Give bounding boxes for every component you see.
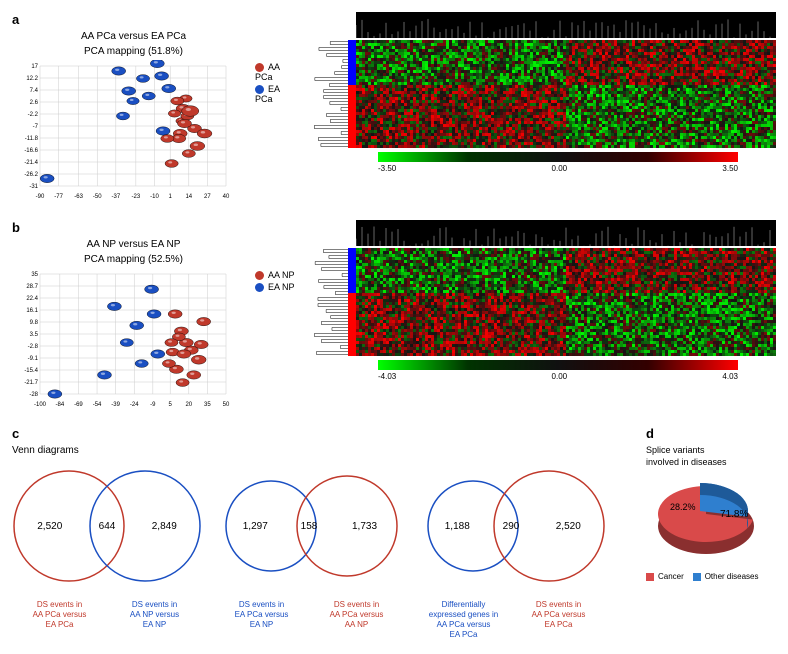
svg-text:-50: -50 — [93, 194, 102, 200]
panel-b-label: b — [12, 220, 255, 235]
panel-b-title2: PCA mapping (52.5%) — [12, 254, 255, 267]
panel-c: c Venn diagrams 2,5202,849644DS events i… — [12, 426, 646, 640]
svg-text:-7: -7 — [33, 124, 39, 130]
panel-a-pca: a AA PCa versus EA PCa PCA mapping (51.8… — [12, 12, 255, 200]
panel-b-pca: b AA NP versus EA NP PCA mapping (52.5%)… — [12, 220, 255, 408]
cbar-a-min: -3.50 — [378, 164, 396, 173]
panel-b-legend: AA NP EA NP — [255, 220, 298, 408]
svg-text:-77: -77 — [54, 194, 63, 200]
pie-legend-cancer: Cancer — [658, 572, 684, 581]
svg-text:-11.8: -11.8 — [25, 136, 39, 142]
panel-c-title: Venn diagrams — [12, 445, 646, 456]
svg-text:-31: -31 — [29, 184, 38, 190]
svg-text:-63: -63 — [74, 194, 83, 200]
venn-0: 2,5202,849644DS events inAA PCa versusEA… — [12, 466, 202, 630]
svg-text:1: 1 — [169, 194, 173, 200]
svg-text:2.6: 2.6 — [30, 100, 39, 106]
legend-ea-np: EA NP — [268, 282, 295, 292]
panel-d-title: Splice variantsinvolved in diseases — [646, 445, 776, 468]
svg-text:-2.2: -2.2 — [28, 112, 39, 118]
svg-text:27: 27 — [204, 194, 211, 200]
pie-legend-other: Other diseases — [705, 572, 759, 581]
panel-a-label: a — [12, 12, 255, 27]
svg-text:-26.2: -26.2 — [24, 172, 38, 178]
svg-text:-16.6: -16.6 — [24, 148, 38, 154]
panel-d-label: d — [646, 426, 776, 441]
svg-text:7.4: 7.4 — [30, 88, 39, 94]
panel-a-title1: AA PCa versus EA PCa — [12, 31, 255, 44]
pie-chart: 71.8%28.2% — [646, 474, 766, 564]
svg-text:-23: -23 — [132, 194, 141, 200]
svg-text:-10: -10 — [150, 194, 159, 200]
svg-text:40: 40 — [223, 194, 230, 200]
cbar-b-min: -4.03 — [378, 372, 396, 381]
venn-2: 1,1882,520290Differentiallyexpressed gen… — [416, 466, 606, 640]
panel-b-heatmap: -4.03 0.00 4.03 — [308, 220, 776, 408]
svg-text:-21.4: -21.4 — [24, 160, 38, 166]
panel-a-title2: PCA mapping (51.8%) — [12, 46, 255, 59]
panel-d: d Splice variantsinvolved in diseases 71… — [646, 426, 776, 640]
pca-plot-a: -31 -26.2 -21.4 -16.6 -11.8 -7 -2.2 2.6 7.4 12.2 1… — [12, 60, 255, 200]
svg-text:14: 14 — [185, 194, 192, 200]
panel-c-label: c — [12, 426, 646, 441]
panel-b-title1: AA NP versus EA NP — [12, 239, 255, 252]
cbar-a-max: 3.50 — [722, 164, 738, 173]
svg-text:-37: -37 — [111, 194, 120, 200]
legend-aa-np: AA NP — [268, 270, 295, 280]
svg-text:17: 17 — [31, 64, 38, 70]
venn-1: 1,2971,733158DS events inEA PCa versusEA… — [214, 466, 404, 630]
panel-a-legend: AA PCa EA PCa — [255, 12, 298, 200]
cbar-a-mid: 0.00 — [552, 164, 568, 173]
svg-text:12.2: 12.2 — [26, 76, 38, 82]
panel-a-heatmap: -3.50 0.00 3.50 — [308, 12, 776, 200]
pca-plot-b: -28-21.7-15.4-9.1-2.83.59.816.122.428.73… — [12, 268, 255, 408]
cbar-b-mid: 0.00 — [552, 372, 568, 381]
svg-text:-90: -90 — [36, 194, 45, 200]
cbar-b-max: 4.03 — [722, 372, 738, 381]
